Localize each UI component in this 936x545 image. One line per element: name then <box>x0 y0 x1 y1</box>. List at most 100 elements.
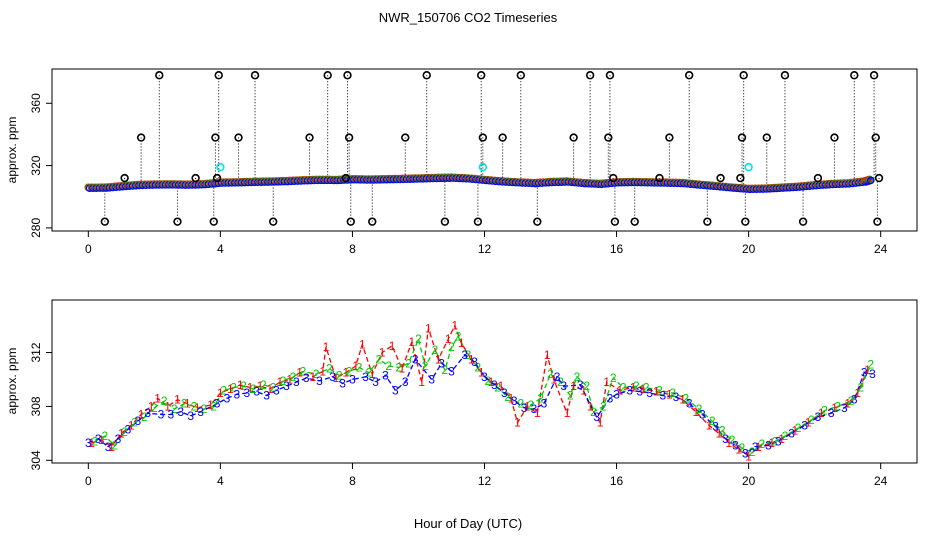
series-2-point: 2 <box>772 434 779 448</box>
series-1-point: 1 <box>445 332 452 346</box>
outlier-point <box>737 133 747 142</box>
series-2-point: 2 <box>422 359 429 373</box>
outlier-point <box>368 217 377 226</box>
outlier-point <box>762 133 771 142</box>
outlier-point <box>873 217 882 226</box>
series-2-point: 2 <box>260 378 267 392</box>
outlier-point <box>343 71 352 80</box>
series-2-point: 2 <box>504 390 511 404</box>
series-2-point: 2 <box>415 332 422 346</box>
series-2-point: 2 <box>749 445 756 459</box>
series-2-point: 2 <box>643 381 650 395</box>
series-3-point: 3 <box>402 375 409 389</box>
x-tick-label: 4 <box>217 474 224 488</box>
series-2-point: 2 <box>448 340 455 354</box>
series-1-point: 1 <box>745 449 752 463</box>
series-3-point: 3 <box>659 389 666 403</box>
series-2-point: 2 <box>484 374 491 388</box>
y-tick-label: 312 <box>29 342 43 362</box>
series-3-point: 3 <box>273 383 280 397</box>
series-1-point: 1 <box>550 372 557 386</box>
x-tick-label: 8 <box>349 474 356 488</box>
outlier-point <box>585 71 595 80</box>
series-1-point: 1 <box>534 406 541 420</box>
outlier-point <box>341 173 351 183</box>
outlier-point <box>323 71 332 80</box>
series-1-point: 1 <box>818 406 825 420</box>
series-3-point: 3 <box>788 426 795 440</box>
series-2-point: 2 <box>395 360 402 374</box>
series-1-point: 1 <box>666 387 673 401</box>
series-2-point: 2 <box>290 370 297 384</box>
x-tick-label: 4 <box>217 242 224 256</box>
outlier-point <box>209 217 218 226</box>
series-3-point: 3 <box>293 375 300 389</box>
flagged-point <box>478 162 488 172</box>
outlier-point <box>100 217 110 226</box>
series-1-point: 1 <box>296 366 303 380</box>
series-1-point: 1 <box>399 362 406 376</box>
flagged-point <box>216 162 225 172</box>
outlier-point <box>344 133 354 142</box>
series-1-point: 1 <box>478 366 485 380</box>
series-2-point: 2 <box>527 398 534 412</box>
series-3-point: 3 <box>626 383 633 397</box>
series-3-point: 3 <box>362 370 369 384</box>
series-3-point: 3 <box>560 379 567 393</box>
y-tick-label: 280 <box>29 218 43 238</box>
outlier-point <box>716 173 725 183</box>
series-2-point: 2 <box>537 391 544 405</box>
series-3-point: 3 <box>134 414 141 428</box>
series-2-point: 2 <box>795 421 802 435</box>
series-2-point: 2 <box>346 364 353 378</box>
series-2-point: 2 <box>739 441 746 455</box>
series-3-point: 3 <box>214 397 221 411</box>
series-3-point: 3 <box>765 438 772 452</box>
series-2-point: 2 <box>547 367 554 381</box>
outlier-point <box>609 173 618 183</box>
series-3-point: 3 <box>673 390 680 404</box>
outlier-point <box>211 133 220 142</box>
outlier-point <box>136 133 146 142</box>
x-tick-label: 12 <box>478 474 492 488</box>
series-2-point: 2 <box>782 429 789 443</box>
series-3-point: 3 <box>283 379 290 393</box>
outlier-point <box>401 133 410 142</box>
series-2-point: 2 <box>432 343 439 357</box>
outlier-point <box>736 173 745 183</box>
series-2-point: 2 <box>131 416 138 430</box>
series-3-point: 3 <box>471 355 478 369</box>
series-3-point: 3 <box>869 367 876 381</box>
series-3-point: 3 <box>197 405 204 419</box>
series-1-point: 1 <box>98 433 105 447</box>
series-2-point: 2 <box>517 397 524 411</box>
series-1-point: 1 <box>854 386 861 400</box>
series-3-point: 3 <box>815 410 822 424</box>
series-1-point: 1 <box>458 336 465 350</box>
outlier-point <box>655 173 664 183</box>
series-3-point: 3 <box>392 383 399 397</box>
series-1-point: 1 <box>653 385 660 399</box>
series-2-point: 2 <box>151 401 158 415</box>
series-1-line <box>91 323 869 458</box>
series-1-point: 1 <box>88 436 95 450</box>
series-2-point: 2 <box>867 358 874 372</box>
series-2-point: 2 <box>280 374 287 388</box>
series-1-point: 1 <box>138 408 145 422</box>
outlier-point <box>269 217 278 226</box>
series-3-point: 3 <box>349 372 356 386</box>
outlier-point <box>473 217 483 226</box>
series-3-point: 3 <box>438 356 445 370</box>
series-3-point: 3 <box>554 370 561 384</box>
series-2-point: 2 <box>494 381 501 395</box>
series-1-point: 1 <box>128 418 135 432</box>
series-3-point: 3 <box>593 410 600 424</box>
outlier-point <box>212 173 222 183</box>
series-2-point: 2 <box>201 402 208 416</box>
series-3-point: 3 <box>461 348 468 362</box>
series-3-point: 3 <box>412 352 419 366</box>
series-2-point: 2 <box>141 410 148 424</box>
series-3-point: 3 <box>607 391 614 405</box>
series-1-point: 1 <box>435 352 442 366</box>
series-1-point: 1 <box>369 367 376 381</box>
